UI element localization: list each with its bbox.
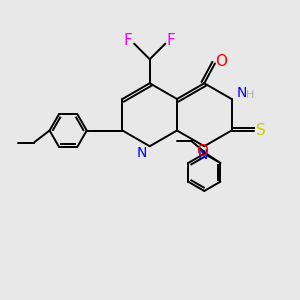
Text: O: O	[215, 54, 227, 69]
Text: O: O	[196, 144, 208, 159]
Text: N: N	[237, 86, 247, 100]
Text: N: N	[198, 148, 208, 162]
Text: H: H	[246, 90, 255, 100]
Text: F: F	[167, 32, 176, 47]
Text: N: N	[136, 146, 146, 160]
Text: F: F	[124, 32, 133, 47]
Text: S: S	[256, 123, 266, 138]
